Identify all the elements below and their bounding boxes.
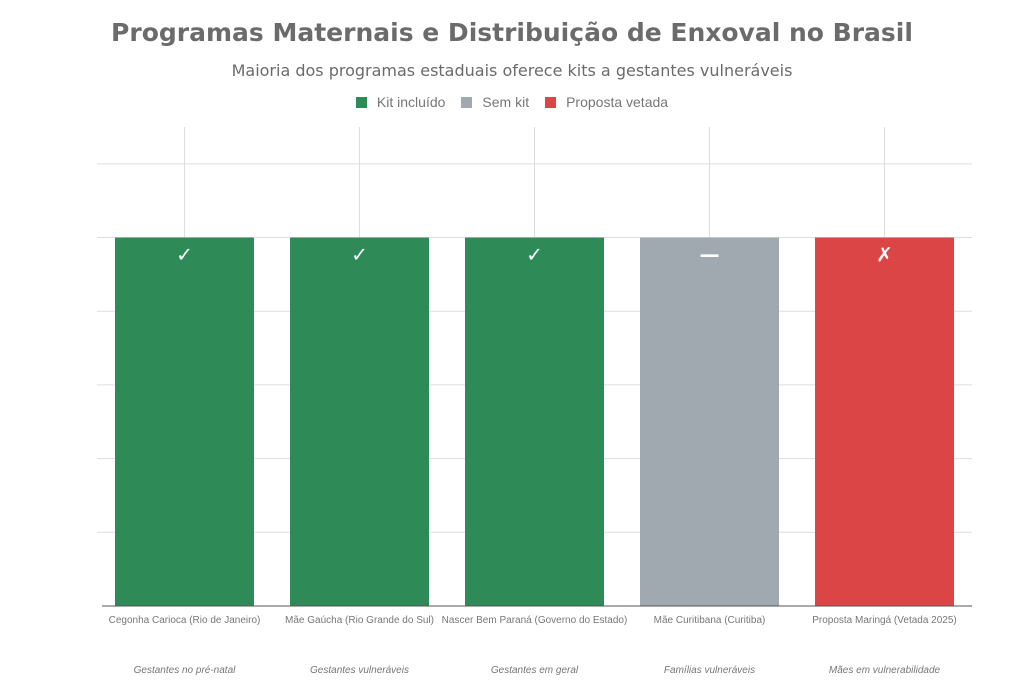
legend: Kit incluído Sem kit Proposta vetada — [0, 94, 1024, 110]
legend-item-vetada[interactable]: Proposta vetada — [545, 94, 668, 110]
bar-status-mark: — — [700, 243, 720, 267]
bar-status-mark: ✓ — [176, 243, 193, 267]
legend-label: Proposta vetada — [566, 94, 669, 110]
bar-status-mark: ✗ — [876, 243, 893, 267]
x-tick-label: Proposta Maringá (Vetada 2025) — [812, 615, 957, 626]
bar-status-mark: ✓ — [351, 243, 368, 267]
bar — [290, 237, 429, 607]
legend-item-kit[interactable]: Kit incluído — [355, 94, 446, 110]
x-tick-label: Mãe Gaúcha (Rio Grande do Sul) — [285, 615, 434, 626]
legend-label: Sem kit — [482, 94, 530, 110]
bar — [465, 237, 604, 607]
bar — [115, 237, 254, 607]
chart-subtitle: Maioria dos programas estaduais oferece … — [231, 61, 793, 80]
bar — [640, 237, 779, 607]
legend-swatch — [355, 96, 367, 108]
x-tick-label: Cegonha Carioca (Rio de Janeiro) — [109, 615, 261, 626]
chart-title: Programas Maternais e Distribuição de En… — [111, 18, 913, 47]
x-tick-label: Mãe Curitibana (Curitiba) — [654, 615, 766, 626]
audience-label: Gestantes em geral — [491, 665, 579, 676]
bar-status-mark: ✓ — [526, 243, 543, 267]
audience-label: Gestantes vulneráveis — [310, 665, 409, 676]
audience-label: Famílias vulneráveis — [664, 665, 755, 676]
x-tick-label: Nascer Bem Paraná (Governo do Estado) — [442, 615, 628, 626]
legend-item-sem-kit[interactable]: Sem kit — [461, 94, 529, 110]
legend-swatch — [461, 96, 473, 108]
legend-label: Kit incluído — [376, 94, 446, 110]
audience-label: Gestantes no pré-natal — [134, 665, 237, 676]
legend-swatch — [545, 96, 557, 108]
bar — [815, 237, 954, 607]
audience-label: Mães em vulnerabilidade — [829, 665, 941, 676]
